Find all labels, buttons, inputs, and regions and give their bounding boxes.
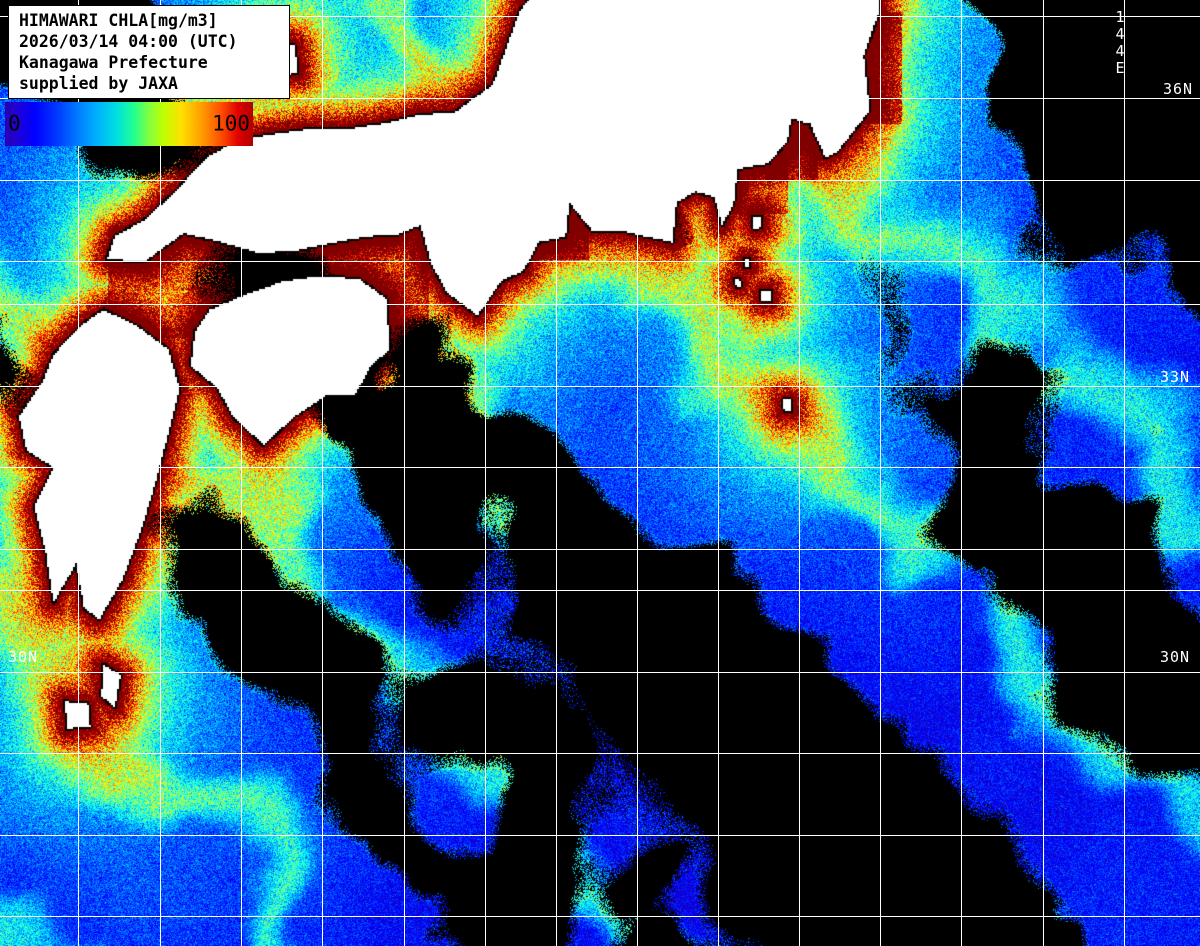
colorbar-min-label: 0 xyxy=(8,111,21,136)
product-provider-line: supplied by JAXA xyxy=(19,74,178,93)
colorbar-gradient xyxy=(5,102,253,146)
colorbar-max-label: 100 xyxy=(212,111,250,136)
product-datetime-line: 2026/03/14 04:00 (UTC) xyxy=(19,32,238,51)
product-region-line: Kanagawa Prefecture xyxy=(19,53,208,72)
product-title-line: HIMAWARI CHLA[mg/m3] xyxy=(19,11,218,30)
product-info-box: HIMAWARI CHLA[mg/m3] 2026/03/14 04:00 (U… xyxy=(8,5,290,99)
colorbar: 0 100 xyxy=(5,102,253,146)
